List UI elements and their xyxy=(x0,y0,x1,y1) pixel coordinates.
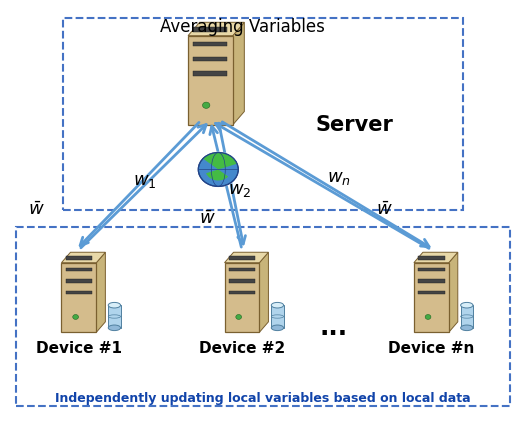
FancyBboxPatch shape xyxy=(418,268,444,271)
Circle shape xyxy=(203,102,210,108)
Circle shape xyxy=(425,314,431,319)
Circle shape xyxy=(198,153,238,186)
Text: Device #n: Device #n xyxy=(388,341,474,356)
Text: $\bar{w}$: $\bar{w}$ xyxy=(28,201,45,219)
FancyBboxPatch shape xyxy=(194,57,227,61)
FancyBboxPatch shape xyxy=(418,279,444,282)
Ellipse shape xyxy=(108,302,120,308)
FancyBboxPatch shape xyxy=(229,268,255,271)
FancyBboxPatch shape xyxy=(225,263,259,332)
Text: $w_n$: $w_n$ xyxy=(327,169,351,187)
Ellipse shape xyxy=(271,325,284,330)
FancyBboxPatch shape xyxy=(461,305,473,328)
FancyBboxPatch shape xyxy=(418,290,444,294)
FancyBboxPatch shape xyxy=(229,279,255,282)
FancyBboxPatch shape xyxy=(66,279,92,282)
Polygon shape xyxy=(259,252,268,332)
FancyBboxPatch shape xyxy=(414,263,449,332)
FancyBboxPatch shape xyxy=(66,256,92,260)
Text: Averaging Variables: Averaging Variables xyxy=(159,18,325,36)
Text: $w_2$: $w_2$ xyxy=(228,181,251,198)
FancyBboxPatch shape xyxy=(108,305,120,328)
Text: $\bar{w}$: $\bar{w}$ xyxy=(376,201,392,219)
Wedge shape xyxy=(206,169,228,181)
Ellipse shape xyxy=(461,325,473,330)
Circle shape xyxy=(197,152,239,187)
Ellipse shape xyxy=(108,325,120,330)
Text: Device #1: Device #1 xyxy=(36,341,122,356)
FancyBboxPatch shape xyxy=(229,290,255,294)
FancyBboxPatch shape xyxy=(62,263,96,332)
Polygon shape xyxy=(233,22,245,125)
FancyBboxPatch shape xyxy=(194,42,227,46)
Text: ...: ... xyxy=(320,316,348,340)
Polygon shape xyxy=(96,252,105,332)
Circle shape xyxy=(73,314,78,319)
Wedge shape xyxy=(203,153,237,169)
Polygon shape xyxy=(62,252,105,263)
Text: $\bar{w}$: $\bar{w}$ xyxy=(199,210,216,227)
Circle shape xyxy=(236,314,241,319)
Polygon shape xyxy=(225,252,268,263)
Polygon shape xyxy=(449,252,458,332)
FancyBboxPatch shape xyxy=(271,305,284,328)
Polygon shape xyxy=(188,22,245,36)
Text: $w_1$: $w_1$ xyxy=(133,172,156,190)
Text: Device #2: Device #2 xyxy=(199,341,285,356)
FancyBboxPatch shape xyxy=(66,268,92,271)
Text: Independently updating local variables based on local data: Independently updating local variables b… xyxy=(55,392,471,405)
FancyBboxPatch shape xyxy=(188,36,233,125)
Text: Server: Server xyxy=(316,115,393,135)
FancyBboxPatch shape xyxy=(418,256,444,260)
FancyBboxPatch shape xyxy=(194,27,227,32)
FancyBboxPatch shape xyxy=(66,290,92,294)
Polygon shape xyxy=(414,252,458,263)
Ellipse shape xyxy=(461,302,473,308)
FancyBboxPatch shape xyxy=(194,71,227,76)
Ellipse shape xyxy=(271,302,284,308)
FancyBboxPatch shape xyxy=(229,256,255,260)
